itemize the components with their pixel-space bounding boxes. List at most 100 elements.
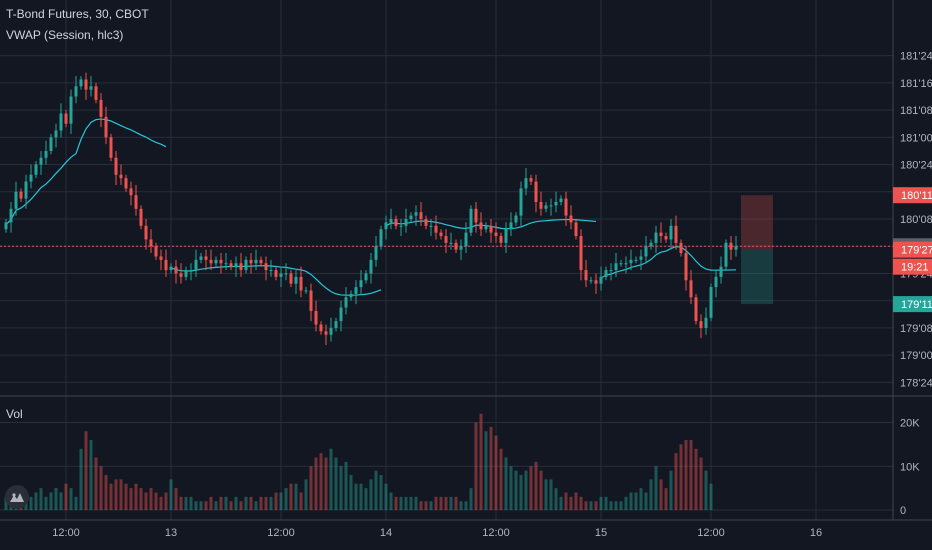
volume-bar	[104, 475, 108, 510]
candle-body	[604, 270, 608, 277]
candle-body	[619, 263, 623, 265]
volume-bar	[179, 496, 183, 510]
volume-bar	[204, 501, 208, 510]
candle-body	[374, 246, 378, 260]
volume-bar	[324, 457, 328, 510]
time-tick-label: 12:00	[482, 527, 510, 539]
candle-body	[139, 208, 143, 226]
volume-bar	[304, 479, 308, 510]
candle-body	[219, 259, 223, 264]
volume-bar	[174, 488, 178, 510]
volume-bar	[654, 466, 658, 510]
volume-bar	[379, 475, 383, 510]
volume-bar	[529, 466, 533, 510]
volume-pane-label[interactable]: Vol	[6, 407, 23, 421]
candle-body	[314, 310, 318, 325]
volume-bar	[254, 501, 258, 510]
time-tick-label: 15	[595, 527, 607, 539]
candle-body	[349, 293, 353, 298]
volume-bar	[599, 496, 603, 510]
volume-bar	[459, 501, 463, 510]
volume-bar	[374, 470, 378, 510]
volume-bar	[49, 492, 53, 510]
volume-bar	[219, 496, 223, 510]
volume-bar	[569, 496, 573, 510]
candle-body	[394, 219, 398, 226]
volume-bar	[294, 483, 298, 510]
volume-bar	[509, 466, 513, 510]
candle-body	[284, 273, 288, 275]
candle-body	[399, 225, 403, 227]
time-tick-label: 12:00	[697, 527, 725, 539]
volume-bar	[114, 479, 118, 510]
volume-bar	[434, 496, 438, 510]
volume-bar	[619, 501, 623, 510]
price-label-stop: 180'11	[901, 190, 932, 202]
price-tick-label: 181'24	[900, 51, 932, 63]
candle-body	[59, 113, 63, 131]
symbol-legend[interactable]: T-Bond Futures, 30, CBOT	[6, 7, 149, 21]
candle-body	[389, 219, 393, 223]
volume-bar	[394, 496, 398, 510]
time-tick-label: 16	[810, 527, 822, 539]
candle-body	[19, 191, 23, 199]
price-tick-label: 181'08	[900, 105, 932, 117]
time-tick-label: 14	[380, 527, 392, 539]
volume-bar	[349, 475, 353, 510]
candle-body	[154, 246, 158, 257]
candle-body	[644, 246, 648, 257]
price-tick-label: 179'00	[900, 350, 932, 362]
candle-body	[579, 236, 583, 271]
grid-lines	[0, 0, 893, 520]
volume-bar	[674, 453, 678, 510]
volume-bar	[399, 496, 403, 510]
volume-bar	[494, 435, 498, 510]
candle-body	[324, 331, 328, 335]
volume-bar	[469, 488, 473, 510]
candle-body	[534, 181, 538, 202]
candle-body	[729, 242, 733, 250]
candle-body	[24, 181, 28, 199]
time-tick-label: 12:00	[52, 527, 80, 539]
candle-body	[254, 259, 258, 264]
long-position-tool	[0, 195, 893, 305]
candle-body	[144, 225, 148, 240]
volume-bar	[639, 488, 643, 510]
tradingview-logo-icon[interactable]	[5, 485, 29, 509]
volume-bar	[274, 492, 278, 510]
volume-bar	[44, 496, 48, 510]
candle-body	[249, 259, 253, 264]
volume-bar	[684, 440, 688, 510]
volume-bar	[389, 492, 393, 510]
candle-body	[564, 198, 568, 216]
candle-body	[69, 96, 73, 124]
candle-body	[464, 232, 468, 247]
volume-bar	[54, 488, 58, 510]
vwap-legend[interactable]: VWAP (Session, hlc3)	[6, 28, 124, 42]
volume-bar	[454, 496, 458, 510]
price-label-target: 179'11	[901, 299, 932, 311]
volume-bar	[424, 501, 428, 510]
volume-bar	[164, 492, 168, 510]
candle-body	[259, 259, 263, 264]
candle-body	[634, 259, 638, 261]
candle-body	[294, 276, 298, 284]
volume-bar	[159, 496, 163, 510]
candle-body	[354, 287, 358, 294]
volume-bar	[74, 496, 78, 510]
volume-bar	[524, 470, 528, 510]
volume-bar	[689, 440, 693, 510]
candle-body	[344, 297, 348, 308]
candle-body	[159, 256, 163, 260]
candle-body	[429, 225, 433, 227]
volume-bar	[284, 488, 288, 510]
vwap-segment	[600, 245, 737, 279]
volume-bar	[279, 492, 283, 510]
volume-bar	[669, 470, 673, 510]
candle-body	[574, 222, 578, 237]
candle-body	[274, 270, 278, 277]
candle-body	[529, 178, 533, 182]
candle-body	[639, 256, 643, 260]
candle-body	[234, 263, 238, 267]
